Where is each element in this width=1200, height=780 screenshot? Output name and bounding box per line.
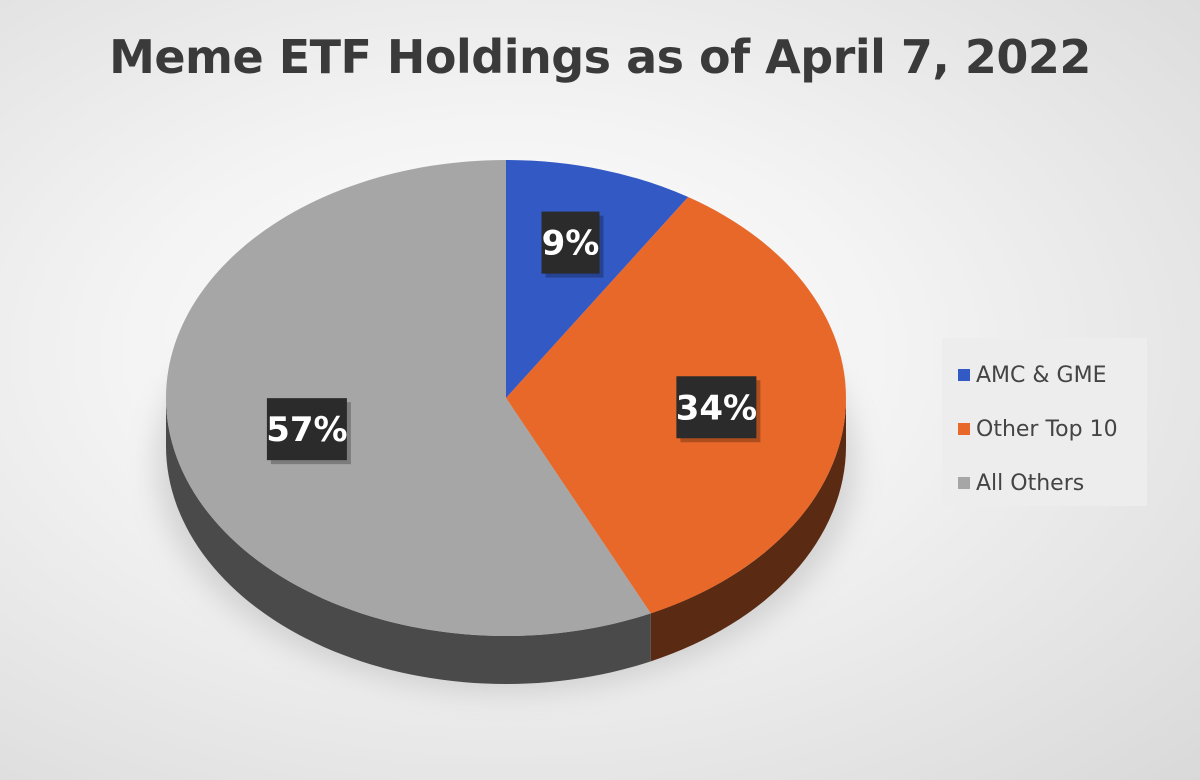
pie-side-walls bbox=[166, 398, 846, 684]
pie-data-labels: 9% 34% 57% bbox=[266, 211, 761, 465]
data-label-text: 57% bbox=[266, 410, 347, 450]
data-label-box bbox=[266, 398, 347, 461]
chart-legend: AMC & GME Other Top 10 All Others bbox=[942, 338, 1147, 506]
legend-label-amc-gme: AMC & GME bbox=[976, 362, 1107, 388]
pie-slices bbox=[165, 160, 846, 636]
legend-swatch-all-others bbox=[958, 477, 970, 489]
pie-side-other-top-10 bbox=[650, 398, 846, 662]
chart-title: Meme ETF Holdings as of April 7, 2022 bbox=[109, 30, 1091, 84]
data-label-all-others: 57% bbox=[266, 398, 351, 465]
pie-side-all-others bbox=[166, 398, 651, 684]
legend-label-all-others: All Others bbox=[976, 470, 1085, 496]
data-label-box bbox=[676, 376, 757, 439]
data-label-amc-gme: 9% bbox=[541, 211, 604, 278]
legend-item-all-others: All Others bbox=[958, 456, 1147, 510]
legend-item-other-top-10: Other Top 10 bbox=[958, 402, 1147, 456]
legend-swatch-amc-gme bbox=[958, 369, 970, 381]
pie-slice-other-top-10 bbox=[506, 197, 846, 614]
legend-swatch-other-top-10 bbox=[958, 423, 970, 435]
data-label-text: 9% bbox=[542, 224, 600, 264]
data-label-text: 34% bbox=[676, 388, 757, 428]
pie-slice-all-others bbox=[165, 160, 651, 636]
data-label-box bbox=[541, 211, 600, 274]
legend-item-amc-gme: AMC & GME bbox=[958, 348, 1147, 402]
legend-label-other-top-10: Other Top 10 bbox=[976, 416, 1118, 442]
data-label-other-top-10: 34% bbox=[676, 376, 761, 443]
